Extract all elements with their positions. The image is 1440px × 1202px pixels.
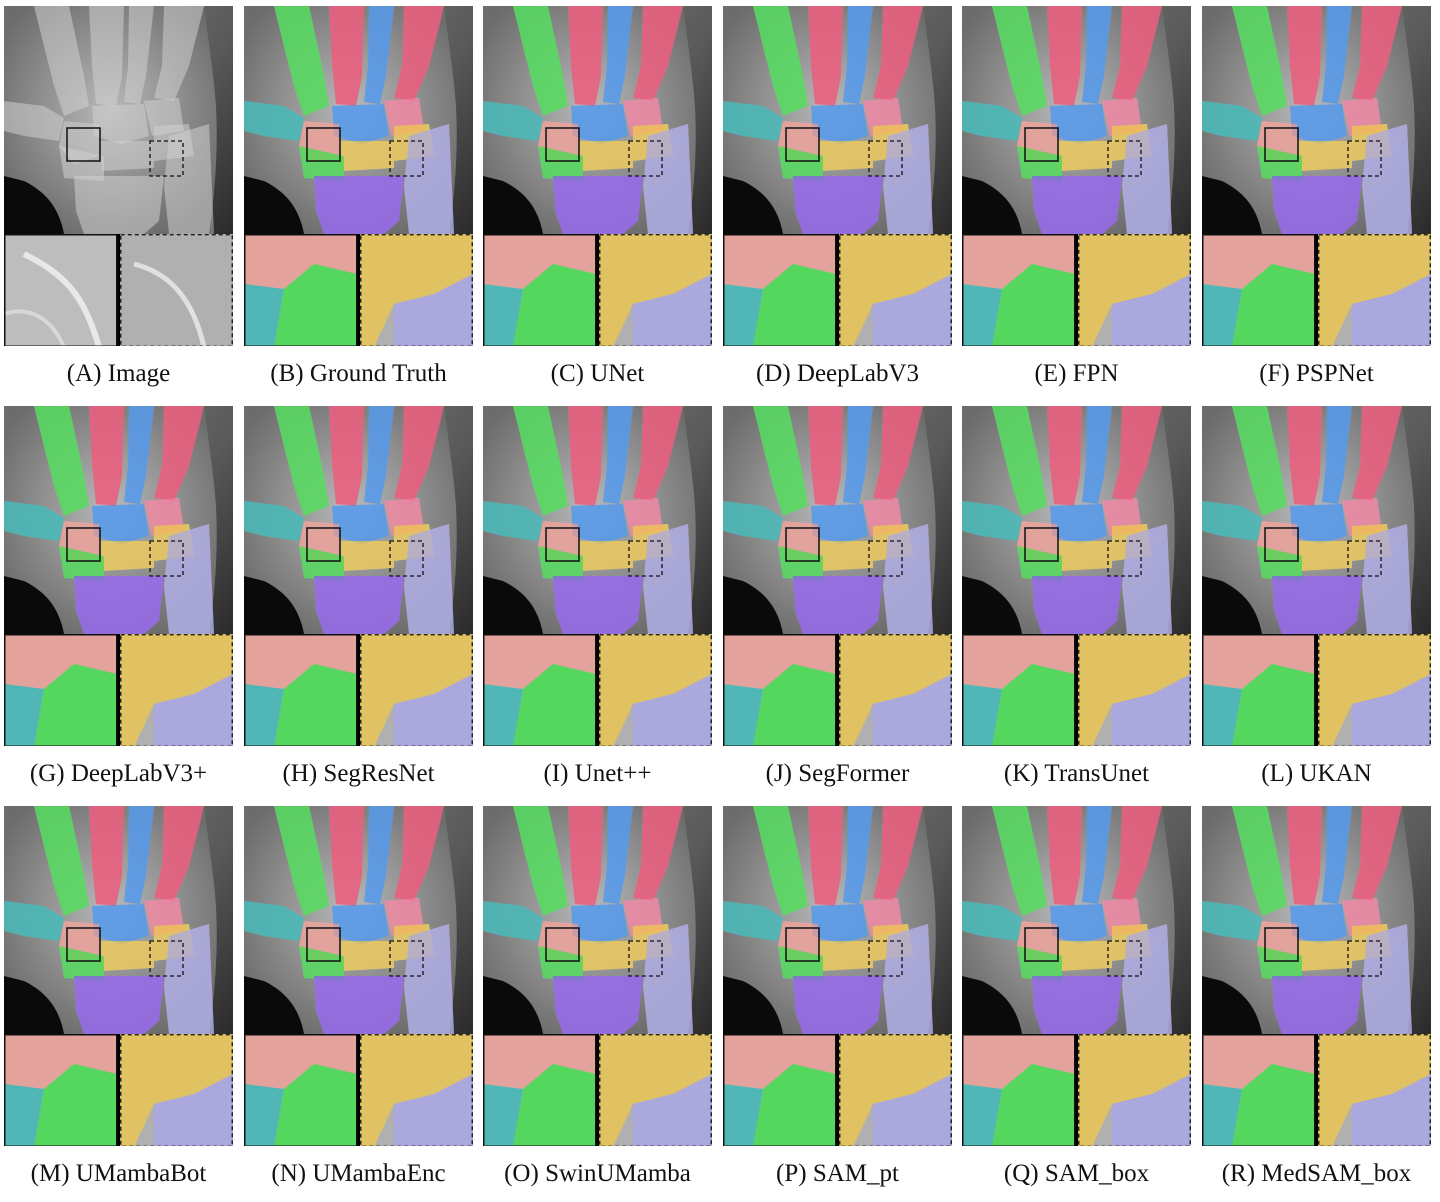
segmentation-overlay-image [723,806,952,1146]
panel-caption: (N) UMambaEnc [271,1160,446,1187]
segmentation-overlay-image [962,406,1191,746]
result-panel: (R) MedSAM_box [1202,806,1431,1196]
segmentation-overlay-image [483,6,712,346]
segmentation-overlay-image [483,406,712,746]
wrist-xray-image [4,6,233,346]
segmentation-overlay-image [962,6,1191,346]
result-panel: (I) Unet++ [483,406,712,796]
segmentation-overlay-image [244,406,473,746]
panel-caption: (F) PSPNet [1259,360,1374,387]
segmentation-overlay-image [962,806,1191,1146]
panel-caption: (J) SegFormer [765,760,910,787]
panel-caption: (I) Unet++ [543,760,652,787]
segmentation-overlay-image [1202,6,1431,346]
panel-caption: (P) SAM_pt [776,1160,899,1187]
result-panel: (P) SAM_pt [723,806,952,1196]
result-panel: (Q) SAM_box [962,806,1191,1196]
result-panel: (A) Image [4,6,233,396]
result-panel: (F) PSPNet [1202,6,1431,396]
segmentation-overlay-image [4,806,233,1146]
panel-caption: (H) SegResNet [282,760,435,787]
panel-caption: (O) SwinUMamba [504,1160,691,1187]
segmentation-overlay-image [4,406,233,746]
panel-caption: (D) DeepLabV3 [755,360,920,387]
segmentation-overlay-image [723,406,952,746]
result-panel: (B) Ground Truth [244,6,473,396]
result-panel: (H) SegResNet [244,406,473,796]
segmentation-overlay-image [483,806,712,1146]
panel-caption: (C) UNet [550,360,645,387]
panel-caption: (E) FPN [1034,360,1119,387]
segmentation-overlay-image [244,806,473,1146]
panel-caption: (L) UKAN [1261,760,1372,787]
result-panel: (D) DeepLabV3 [723,6,952,396]
segmentation-overlay-image [723,6,952,346]
result-panel: (L) UKAN [1202,406,1431,796]
result-panel: (O) SwinUMamba [483,806,712,1196]
result-panel: (G) DeepLabV3+ [4,406,233,796]
segmentation-overlay-image [244,6,473,346]
panel-caption: (G) DeepLabV3+ [29,760,208,787]
segmentation-overlay-image [1202,406,1431,746]
result-panel: (K) TransUnet [962,406,1191,796]
result-panel: (J) SegFormer [723,406,952,796]
panel-caption: (M) UMambaBot [30,1160,207,1187]
result-panel: (N) UMambaEnc [244,806,473,1196]
result-panel: (C) UNet [483,6,712,396]
panel-caption: (K) TransUnet [1003,760,1150,787]
panel-caption: (Q) SAM_box [1003,1160,1150,1187]
panel-caption: (A) Image [66,360,171,387]
panel-caption: (B) Ground Truth [270,360,447,387]
result-panel: (M) UMambaBot [4,806,233,1196]
result-panel: (E) FPN [962,6,1191,396]
segmentation-overlay-image [1202,806,1431,1146]
panel-caption: (R) MedSAM_box [1221,1160,1412,1187]
